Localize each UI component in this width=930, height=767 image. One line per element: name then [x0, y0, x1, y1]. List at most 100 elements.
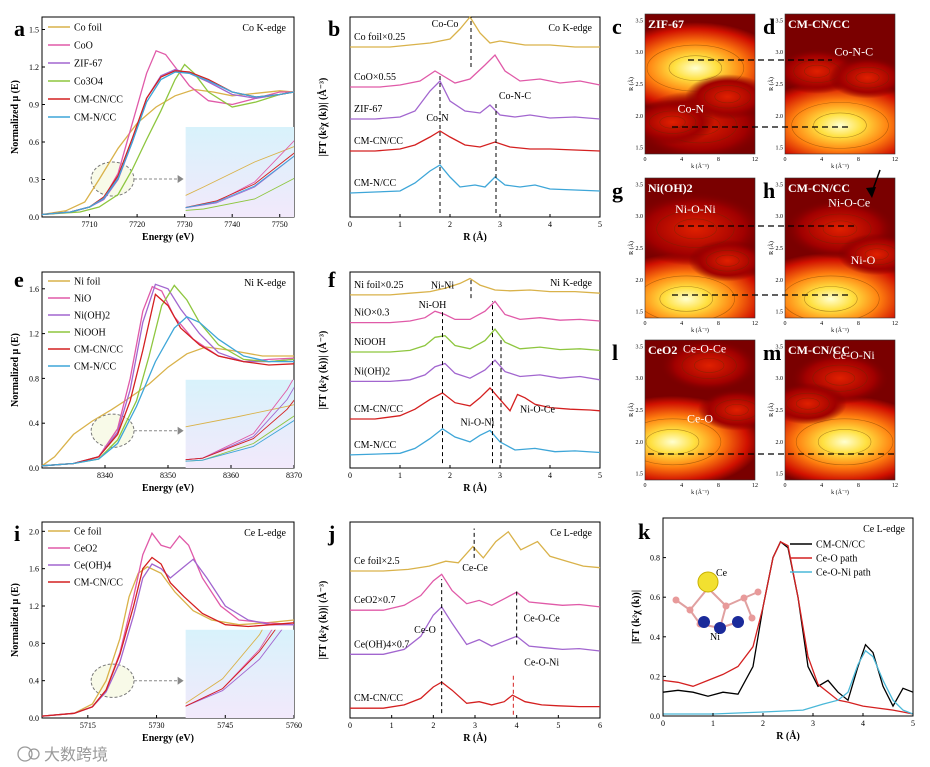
heatmap-contour-m — [795, 418, 894, 466]
heatmap-m — [785, 340, 895, 480]
ce-ni-structure-icon: Ce Ni — [672, 568, 762, 643]
heatmap-x-tick-d: 12 — [892, 157, 898, 163]
heatmap-hotspot-h — [837, 233, 895, 276]
heatmap-y-tick-h: 2.5 — [776, 246, 784, 252]
heatmap-peak-label-l: Ce-O — [687, 412, 713, 426]
legend-label-a-0: Co foil — [74, 23, 102, 34]
x-axis-title-k: R (Å) — [776, 730, 800, 742]
y-tick-label-e: 0.0 — [29, 464, 39, 473]
heatmap-x-title-c: k (Å⁻¹) — [691, 162, 709, 170]
x-tick-label-b: 3 — [498, 220, 502, 229]
peak-annotation-j-3: Ce-O-Ni — [524, 658, 559, 669]
y-tick-label-k: 0.6 — [650, 593, 660, 602]
panel-label-l: l — [612, 340, 618, 365]
heatmap-x-tick-m: 12 — [892, 483, 898, 489]
heatmap-y-tick-m: 1.5 — [776, 472, 784, 478]
legend-label-i-0: Ce foil — [74, 527, 102, 538]
y-tick-label-i: 0.4 — [29, 677, 39, 686]
heatmap-y-tick-h: 3.0 — [776, 214, 784, 220]
heatmap-x-tick-c: 12 — [752, 157, 758, 163]
structure-label-ce: Ce — [716, 568, 728, 579]
x-tick-label-j: 1 — [390, 721, 394, 730]
heatmap-x-tick-h: 0 — [784, 321, 787, 327]
x-tick-label-f: 4 — [548, 471, 552, 480]
y-tick-label-k: 0.4 — [650, 633, 660, 642]
heatmap-x-title-h: k (Å⁻¹) — [831, 326, 849, 334]
inset-series-line-i — [185, 629, 273, 707]
oxygen-atom — [686, 606, 694, 614]
x-axis-title-a: Energy (eV) — [142, 232, 194, 243]
heatmap-x-tick-g: 0 — [644, 321, 647, 327]
heatmap-x-title-g: k (Å⁻¹) — [691, 326, 709, 334]
heatmap-contour-c — [714, 90, 741, 104]
y-axis-title-j: |FT (k²χ (k))| (Å⁻³) — [317, 581, 329, 660]
series-label-b-2: ZIF-67 — [354, 104, 382, 115]
series-line-j-3 — [350, 681, 600, 709]
heatmap-y-tick-l: 2.5 — [636, 408, 644, 414]
legend-label-e-4: CM-CN/CC — [74, 345, 123, 356]
heatmap-contour-l — [681, 352, 737, 379]
y-tick-label-e: 0.4 — [29, 419, 39, 428]
x-tick-label-j: 6 — [598, 721, 602, 730]
x-tick-label-k: 2 — [761, 719, 765, 728]
peak-annotation-j-0: Ce-Ce — [462, 563, 488, 574]
heatmap-arrowhead — [866, 187, 876, 198]
heatmap-contour-c — [648, 110, 697, 134]
heatmap-contour-h — [808, 213, 872, 245]
heatmap-y-tick-c: 3.5 — [636, 18, 644, 24]
heatmap-contour-c — [668, 55, 723, 81]
inset-series-line-a — [185, 177, 294, 211]
y-tick-label-a: 0.0 — [29, 213, 39, 222]
series-line-j-2 — [350, 605, 601, 655]
edge-label-i: Ce L-edge — [244, 528, 286, 539]
heatmap-contour-g — [645, 275, 735, 318]
legend-label-a-5: CM-N/CC — [74, 113, 117, 124]
series-line-i-2 — [41, 558, 294, 717]
heatmap-peak-label-g: Ni-O-Ni — [675, 202, 716, 216]
y-tick-label-i: 1.2 — [29, 602, 39, 611]
panel-label-c: c — [612, 14, 622, 39]
heatmap-contour-g — [656, 210, 735, 248]
heatmap-frame-c — [644, 13, 756, 155]
series-line-j-0 — [350, 530, 601, 572]
heatmap-y-tick-m: 3.5 — [776, 344, 784, 350]
heatmap-contour-c — [703, 85, 752, 109]
panel-label-i: i — [14, 521, 20, 546]
x-tick-label-a: 7720 — [129, 220, 145, 229]
panel-label-b: b — [328, 16, 340, 41]
oxygen-atom — [754, 588, 762, 596]
series-line-b-3 — [350, 130, 601, 152]
oxygen-atom — [672, 596, 680, 604]
heatmap-contour-h — [854, 243, 895, 266]
watermark: 大数跨境 — [44, 745, 108, 764]
legend-label-i-2: Ce(OH)4 — [74, 561, 111, 572]
y-tick-label-e: 0.8 — [29, 374, 39, 383]
panel-label-f: f — [328, 267, 336, 292]
heatmap-x-tick-h: 8 — [857, 321, 860, 327]
heatmap-contour-l — [714, 399, 755, 421]
series-label-b-0: Co foil×0.25 — [354, 32, 405, 43]
heatmap-title-h: CM-CN/CC — [788, 181, 850, 195]
inset-series-line-e — [185, 399, 294, 461]
heatmap-y-tick-g: 2.0 — [636, 278, 644, 284]
x-tick-label-b: 0 — [348, 220, 352, 229]
series-line-k-1 — [662, 540, 914, 715]
nickel-atom — [732, 616, 744, 628]
heatmap-x-tick-l: 12 — [752, 483, 758, 489]
heatmap-contour-m — [786, 392, 830, 415]
heatmap-y-title-d: R (Å) — [767, 77, 775, 91]
inset-series-line-a — [185, 155, 294, 209]
legend-label-e-3: NiOOH — [74, 328, 106, 339]
series-line-f-3 — [350, 359, 601, 383]
heatmap-y-title-g: R (Å) — [627, 241, 635, 255]
watermark-icon — [17, 746, 40, 762]
x-tick-label-b: 4 — [548, 220, 552, 229]
series-line-i-0 — [41, 566, 295, 717]
x-tick-label-e: 8350 — [160, 471, 176, 480]
series-line-b-2 — [350, 79, 601, 120]
heatmap-hotspot-l — [697, 389, 755, 431]
heatmap-contour-g — [673, 218, 717, 240]
y-axis-title-a: Normalized μ (E) — [10, 80, 21, 154]
plot-frame-f — [349, 271, 601, 469]
